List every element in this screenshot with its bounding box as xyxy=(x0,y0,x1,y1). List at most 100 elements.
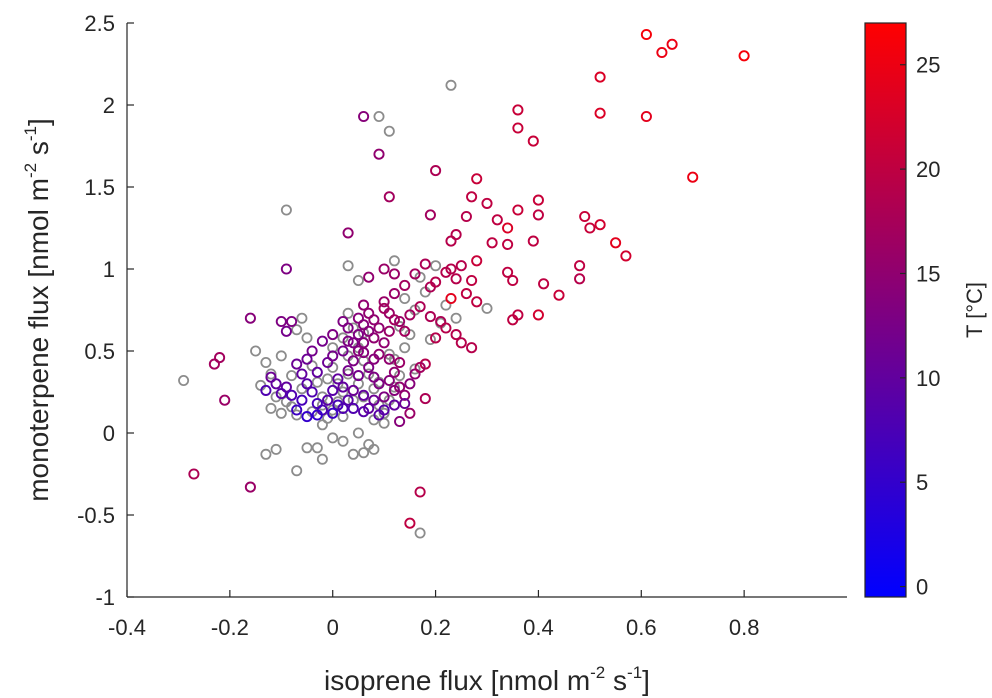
scatter-point-gray xyxy=(388,255,400,267)
scatter-point xyxy=(378,296,390,308)
x-tick-label: 0.8 xyxy=(729,615,760,640)
scatter-point xyxy=(388,314,400,326)
scatter-point xyxy=(296,368,308,380)
scatter-point xyxy=(466,342,478,354)
scatter-point xyxy=(214,352,226,364)
scatter-point xyxy=(532,209,544,221)
scatter-point xyxy=(399,279,411,291)
scatter-point xyxy=(301,353,313,365)
scatter-point-gray xyxy=(383,348,395,360)
scatter-point xyxy=(450,273,462,285)
scatter-point-gray xyxy=(260,448,272,460)
scatter-point xyxy=(574,260,586,272)
scatter-point xyxy=(610,237,622,249)
colorbar-tick-label: 15 xyxy=(916,261,940,286)
scatter-point xyxy=(579,210,591,223)
colorbar-tick-label: 5 xyxy=(916,470,928,495)
scatter-point xyxy=(440,322,452,334)
scatter-point xyxy=(404,407,416,419)
scatter-point xyxy=(358,347,370,359)
scatter-point-gray xyxy=(311,376,323,388)
scatter-point-gray xyxy=(316,453,328,465)
scatter-point-gray xyxy=(337,411,349,423)
scatter-point xyxy=(399,389,411,401)
scatter-point xyxy=(342,322,354,334)
colorbar-tick-label: 25 xyxy=(916,53,940,78)
scatter-point-gray xyxy=(260,356,272,368)
scatter-point xyxy=(378,391,390,403)
scatter-point xyxy=(738,50,750,62)
scatter-point xyxy=(445,263,457,275)
scatter-point xyxy=(502,238,514,250)
scatter-point xyxy=(430,332,442,344)
scatter-point xyxy=(368,353,380,365)
scatter-point xyxy=(687,171,699,183)
scatter-point-gray xyxy=(311,442,323,454)
scatter-point xyxy=(275,388,287,400)
scatter-point-gray xyxy=(270,443,282,455)
scatter-point xyxy=(286,389,298,401)
scatter-point xyxy=(640,110,652,123)
scatter-point xyxy=(388,399,400,411)
scatter-point xyxy=(466,274,478,287)
scatter-point-gray xyxy=(275,407,287,419)
scatter-point xyxy=(286,315,298,328)
scatter-point xyxy=(342,394,354,406)
scatter-point xyxy=(337,345,349,357)
scatter-point-gray xyxy=(373,111,385,123)
scatter-point xyxy=(327,384,339,396)
scatter-point-gray xyxy=(301,442,313,454)
scatter-point xyxy=(270,378,282,390)
x-tick-label: 0.2 xyxy=(420,615,451,640)
x-tick-label: 0 xyxy=(327,615,339,640)
scatter-point-gray xyxy=(286,370,298,382)
scatter-point xyxy=(455,260,467,272)
scatter-point xyxy=(666,38,678,50)
scatter-point-gray xyxy=(265,402,277,414)
scatter-point xyxy=(337,381,349,393)
scatter-point xyxy=(486,237,498,249)
scatter-point xyxy=(358,299,370,311)
scatter-point xyxy=(424,209,436,221)
scatter-point xyxy=(316,335,328,347)
scatter-points-no-temperature xyxy=(178,79,493,539)
scatter-point-gray xyxy=(296,312,308,324)
scatter-point-gray xyxy=(347,448,359,460)
scatter-point-gray xyxy=(301,332,313,344)
scatter-point xyxy=(383,374,395,387)
scatter-point xyxy=(419,258,431,270)
scatter-point xyxy=(512,204,524,216)
scatter-point-gray xyxy=(327,432,339,444)
scatter-point-gray xyxy=(342,260,354,272)
y-tick-label: 0 xyxy=(103,421,115,446)
scatter-point xyxy=(450,229,462,241)
scatter-point-gray xyxy=(358,447,370,459)
scatter-point-gray xyxy=(337,435,349,447)
scatter-point xyxy=(368,314,380,326)
scatter-point xyxy=(430,276,442,288)
scatter-point xyxy=(244,481,256,493)
scatter-point xyxy=(404,378,416,390)
scatter-point xyxy=(388,384,400,396)
y-tick-label: 1.5 xyxy=(84,175,115,200)
scatter-point-gray xyxy=(414,527,426,539)
scatter-point xyxy=(512,104,524,116)
scatter-point xyxy=(399,397,411,410)
scatter-point-gray xyxy=(327,342,339,354)
scatter-point-gray xyxy=(342,307,354,319)
scatter-point-gray xyxy=(342,368,354,380)
scatter-point xyxy=(347,355,359,367)
colorbar-label: T [°C] xyxy=(962,282,987,338)
scatter-point xyxy=(466,191,478,203)
scatter-point xyxy=(311,366,323,378)
plot-axes: -0.4 -0.2 0 0.2 0.4 0.6 0.8 -1 -0.5 0 0.5 1 1.5 2 2.5 xyxy=(77,11,847,640)
scatter-point xyxy=(471,173,483,185)
scatter-point xyxy=(219,394,231,406)
scatter-point xyxy=(358,319,370,331)
scatter-point-gray xyxy=(424,333,436,345)
scatter-point xyxy=(347,402,359,414)
scatter-point xyxy=(378,302,390,314)
scatter-point xyxy=(471,255,483,267)
scatter-point xyxy=(502,222,514,234)
scatter-point xyxy=(332,373,344,385)
